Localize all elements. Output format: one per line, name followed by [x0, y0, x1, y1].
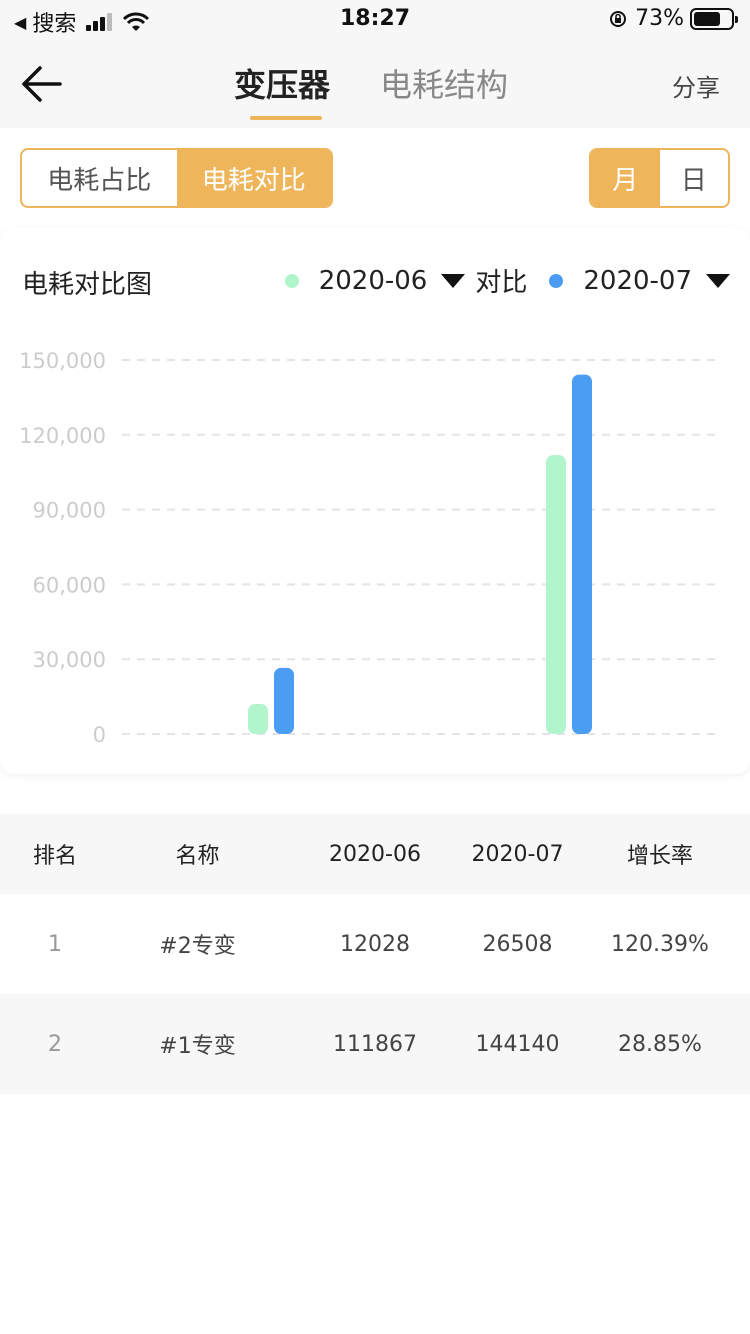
battery-icon [690, 7, 738, 30]
tab-transformer[interactable]: 变压器 [234, 66, 331, 104]
header-period-a: 2020-06 [329, 841, 421, 867]
legend-period-a[interactable]: 2020-06 [318, 265, 428, 296]
status-bar: ◀ 搜索 18:27 73% [0, 0, 750, 40]
dropdown-arrow-icon[interactable] [706, 273, 730, 288]
status-right: 73% [609, 6, 738, 31]
cell-period-a: 12028 [340, 931, 410, 957]
bar-period-a[interactable] [248, 704, 268, 734]
cell-period-b: 144140 [475, 1031, 560, 1057]
cell-name: #1专变 [159, 1034, 236, 1059]
table-header: 排名 名称 2020-06 2020-07 增长率 [0, 814, 750, 894]
back-arrow-icon[interactable] [16, 60, 64, 108]
chart-legend: 2020-06 对比 2020-07 [284, 262, 730, 299]
header-period-b: 2020-07 [471, 841, 564, 867]
segment-month[interactable]: 月 [591, 150, 660, 206]
header-name: 名称 [175, 844, 220, 869]
cell-growth: 120.39% [611, 931, 709, 957]
status-left[interactable]: ◀ 搜索 [14, 6, 150, 38]
cell-name: #2专变 [159, 934, 236, 959]
cell-rank: 1 [48, 931, 62, 957]
nav-bar: 变压器 电耗结构 分享 [0, 40, 750, 128]
chart-card: 电耗对比图 2020-06 对比 2020-07 0 30,000 60,000 90… [0, 228, 750, 774]
cell-period-b: 26508 [482, 931, 553, 957]
y-tick-label: 120,000 [19, 424, 106, 448]
view-mode-switch: 电耗占比 电耗对比 [20, 148, 333, 208]
share-button[interactable]: 分享 [672, 74, 720, 102]
segment-ratio[interactable]: 电耗占比 [47, 165, 152, 196]
segment-day[interactable]: 日 [680, 165, 707, 196]
rotation-lock-icon [610, 10, 627, 27]
tab-consumption-structure[interactable]: 电耗结构 [380, 66, 509, 104]
battery-fill [694, 11, 721, 26]
bar-period-b[interactable] [572, 374, 592, 734]
segment-compare[interactable]: 电耗对比 [176, 150, 331, 206]
y-tick-label: 30,000 [33, 648, 106, 672]
bar-chart: 0 30,000 60,000 90,000 120,000 150,000 [19, 349, 720, 747]
y-tick-label: 90,000 [33, 499, 106, 523]
legend-dot-b [549, 273, 564, 288]
y-tick-label: 150,000 [19, 349, 106, 373]
cell-rank: 2 [48, 1031, 62, 1057]
table-row[interactable]: 1 #2专变 12028 26508 120.39% [0, 894, 750, 994]
header-growth: 增长率 [626, 844, 693, 869]
y-tick-label: 0 [93, 723, 106, 747]
chart-title: 电耗对比图 [22, 270, 153, 300]
cell-growth: 28.85% [618, 1031, 702, 1057]
wifi-icon [123, 12, 150, 31]
table-row[interactable]: 2 #1专变 111867 144140 28.85% [0, 994, 750, 1094]
legend-dot-a [284, 273, 299, 288]
battery-percent: 73% [635, 6, 684, 31]
bar-period-a[interactable] [546, 455, 566, 734]
back-to-app-icon: ◀ [14, 12, 27, 32]
legend-compare-label: 对比 [475, 268, 528, 298]
cellular-signal-icon [86, 13, 114, 31]
header-rank: 排名 [32, 844, 77, 869]
status-time: 18:27 [339, 6, 411, 31]
legend-period-b[interactable]: 2020-07 [583, 265, 692, 296]
dropdown-arrow-icon[interactable] [441, 273, 466, 288]
active-tab-indicator [250, 116, 322, 120]
bar-period-b[interactable] [274, 667, 294, 734]
back-app-label: 搜索 [32, 12, 77, 37]
period-switch: 月 日 [589, 148, 730, 208]
cell-period-a: 111867 [333, 1031, 417, 1057]
y-tick-label: 60,000 [33, 573, 106, 597]
